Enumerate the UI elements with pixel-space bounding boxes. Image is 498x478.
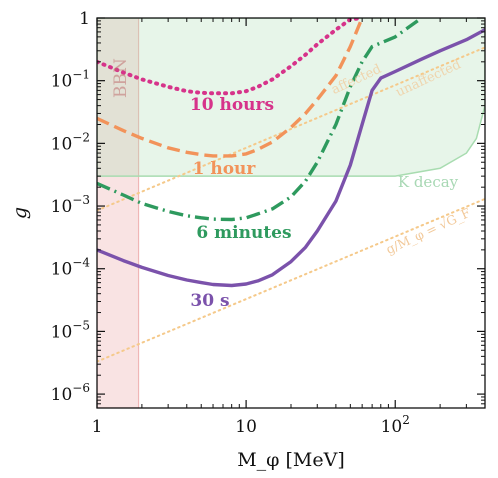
gf-relation-label: g/M_φ = √G_F [384, 205, 473, 257]
curve-6-minutes [97, 18, 423, 222]
label-curve-30-s: 30 s [190, 291, 229, 311]
y-axis-label: g [9, 207, 31, 219]
k-decay-label: K decay [398, 173, 459, 191]
curve-30-s [97, 28, 485, 288]
curve-labels: 10 hours 1 hour 6 minutes 30 s [190, 95, 292, 311]
x-tick-label: 10 [235, 417, 257, 437]
y-tick-label: 10−6 [51, 381, 90, 405]
lifetime-curves [97, 18, 485, 288]
k-decay-region [97, 18, 485, 177]
bbn-label: BBN [111, 58, 131, 98]
reference-lines [97, 46, 485, 363]
x-axis-label: M_φ [MeV] [237, 449, 345, 471]
label-curve-10-hours: 10 hours [190, 95, 274, 115]
x-tick-label: 1 [92, 417, 103, 437]
y-tick-label: 10−1 [51, 68, 90, 92]
x-tick-label: 102 [381, 413, 410, 437]
y-tick-label: 10−5 [51, 318, 90, 342]
y-tick-label: 10−4 [51, 256, 91, 280]
shaded-regions [97, 18, 485, 408]
label-curve-6-minutes: 6 minutes [196, 223, 291, 243]
axes: 1 10 102 1 10−1 10−2 10−3 10−4 10−5 10−6 M_φ [MeV]… [9, 9, 486, 471]
curve-10-hours [97, 18, 365, 96]
y-tick-label: 10−3 [51, 193, 90, 217]
gf-reference-line [97, 197, 485, 363]
y-tick-label: 10−2 [51, 130, 90, 154]
curve-1-hour [97, 18, 364, 158]
bbn-region [97, 18, 140, 408]
y-tick-label: 1 [79, 9, 90, 29]
label-curve-1-hour: 1 hour [193, 159, 257, 179]
bbn-boundary-line [97, 46, 485, 212]
